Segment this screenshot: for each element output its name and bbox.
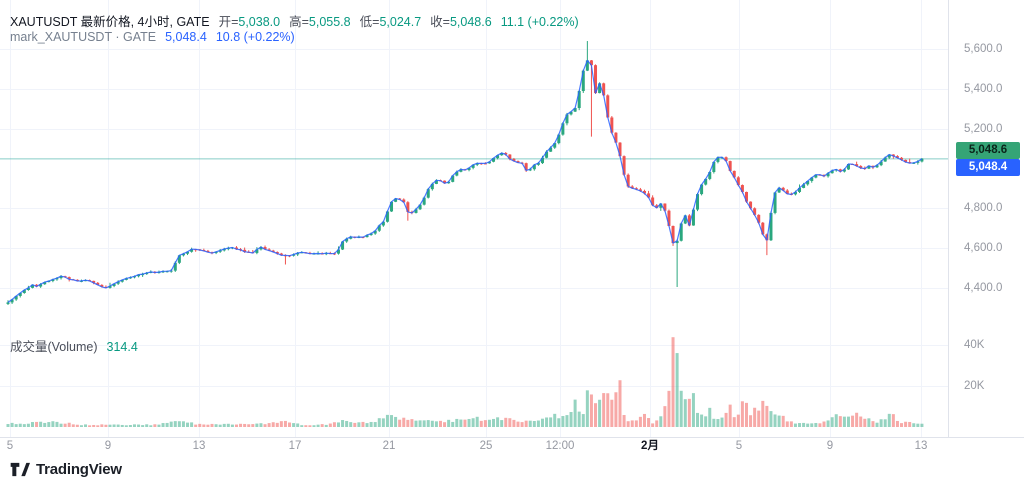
indicator-price: 5,048.4: [165, 30, 207, 44]
indicator-change: 10.8 (+0.22%): [215, 30, 295, 44]
candles-layer: [6, 41, 924, 306]
tradingview-logo-icon: [10, 462, 30, 477]
tradingview-logo-text: TradingView: [36, 461, 122, 478]
change-value: 11.1 (+0.22%): [500, 15, 579, 29]
volume-tick-label: 20K: [964, 380, 985, 392]
symbol-legend[interactable]: XAUTUSDT 最新价格, 4小时, GATE 开=5,038.0 高=5,055…: [10, 11, 579, 30]
time-tick-label: 13: [192, 440, 206, 452]
price-tick-label: 4,400.0: [964, 282, 1003, 294]
volume-label: 成交量(Volume): [10, 340, 98, 354]
open-value: 5,038.0: [238, 15, 281, 29]
price-tick-label: 4,600.0: [964, 242, 1003, 255]
price-tick-label: 5,400.0: [964, 82, 1003, 95]
time-tick-label: 9: [826, 440, 834, 452]
close-label: 收=: [430, 15, 450, 29]
symbol-title: XAUTUSDT 最新价格, 4小时, GATE: [10, 15, 210, 29]
time-tick-label: 5: [735, 440, 743, 452]
indicator-title: mark_XAUTUSDT · GATE: [10, 30, 157, 44]
price-tick-label: 5,600.0: [964, 43, 1003, 55]
volume-value: 314.4: [106, 340, 138, 354]
gridlines-layer: [0, 0, 948, 437]
time-tick-label: 2月: [641, 440, 659, 452]
mark-price-badge: 5,048.4: [956, 158, 1020, 176]
price-tick-label: 5,200.0: [964, 122, 1003, 135]
time-axis[interactable]: 5 9 13 17 21 25 12:00 2月 5 9 13: [0, 437, 948, 457]
time-tick-label: 9: [104, 440, 112, 452]
price-axis[interactable]: 5,600.0 5,400.0 5,200.0 4,800.0 4,600.0 4,400…: [948, 0, 1024, 437]
volume-tick-label: 40K: [964, 339, 985, 351]
low-label: 低=: [359, 15, 380, 29]
time-tick-label: 12:00: [545, 440, 575, 452]
time-tick-label: 25: [479, 440, 493, 452]
volume-legend[interactable]: 成交量(Volume) 314.4: [10, 336, 138, 355]
mark-price-line: [7, 59, 923, 303]
low-value: 5,024.7: [379, 15, 422, 29]
time-tick-label: 13: [914, 440, 928, 452]
volume-bars-layer: [6, 337, 924, 427]
last-price-badge: 5,048.6: [956, 141, 1020, 159]
price-tick-label: 4,800.0: [964, 202, 1003, 215]
time-tick-label: 21: [382, 440, 396, 452]
high-label: 高=: [289, 15, 309, 29]
close-value: 5,048.6: [449, 15, 492, 29]
time-tick-label: 17: [288, 440, 302, 452]
tradingview-logo[interactable]: TradingView: [10, 461, 122, 478]
axis-separators: [0, 0, 1024, 438]
time-tick-label: 5: [6, 440, 14, 452]
high-value: 5,055.8: [308, 15, 351, 29]
open-label: 开=: [218, 15, 239, 29]
indicator-legend[interactable]: mark_XAUTUSDT · GATE 5,048.4 10.8 (+0.22%): [10, 30, 295, 44]
